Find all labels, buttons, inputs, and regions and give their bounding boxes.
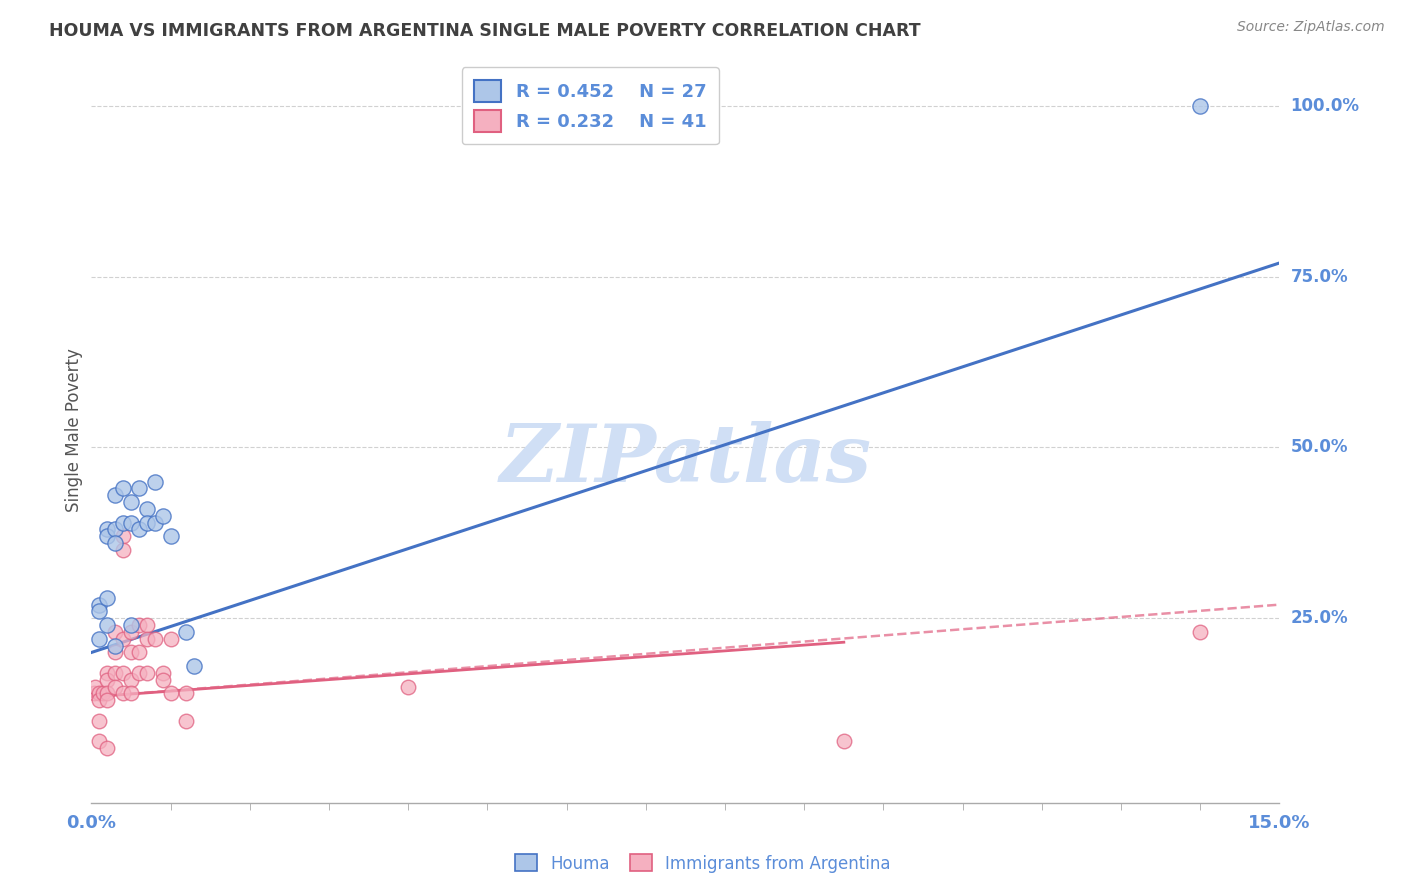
Point [176, 686, 198, 700]
Point [104, 680, 127, 694]
Point [104, 645, 127, 659]
Point [96, 686, 118, 700]
Point [176, 624, 198, 639]
Point [104, 639, 127, 653]
Text: Source: ZipAtlas.com: Source: ZipAtlas.com [1237, 20, 1385, 34]
Point [135, 516, 157, 530]
Legend: Houma, Immigrants from Argentina: Houma, Immigrants from Argentina [509, 847, 897, 880]
Point [128, 482, 150, 496]
Point [128, 665, 150, 680]
Point [89, 605, 111, 619]
Point [832, 734, 855, 748]
Point [112, 632, 135, 646]
Point [120, 624, 142, 639]
Point [112, 482, 135, 496]
Point [83, 686, 105, 700]
Point [396, 680, 419, 694]
Point [1189, 99, 1212, 113]
Point [112, 665, 135, 680]
Point [104, 665, 127, 680]
Point [143, 475, 166, 489]
Point [143, 632, 166, 646]
Point [135, 618, 157, 632]
Point [120, 686, 142, 700]
Point [104, 624, 127, 639]
Point [84, 680, 107, 694]
Point [112, 686, 135, 700]
Text: 100.0%: 100.0% [1291, 97, 1360, 115]
Point [89, 693, 111, 707]
Point [96, 529, 118, 543]
Point [128, 645, 150, 659]
Point [89, 598, 111, 612]
Point [91, 686, 114, 700]
Legend: R = 0.452    N = 27, R = 0.232    N = 41: R = 0.452 N = 27, R = 0.232 N = 41 [461, 67, 718, 145]
Text: ZIPatlas: ZIPatlas [499, 421, 872, 499]
Point [89, 734, 111, 748]
Point [112, 516, 135, 530]
Point [120, 645, 142, 659]
Point [104, 488, 127, 502]
Point [120, 618, 142, 632]
Y-axis label: Single Male Poverty: Single Male Poverty [65, 349, 83, 512]
Point [135, 632, 157, 646]
Point [183, 659, 205, 673]
Point [159, 529, 181, 543]
Point [120, 673, 142, 687]
Point [143, 516, 166, 530]
Text: 25.0%: 25.0% [1291, 609, 1348, 627]
Point [96, 741, 118, 756]
Point [112, 529, 135, 543]
Point [159, 686, 181, 700]
Point [96, 665, 118, 680]
Point [104, 523, 127, 537]
Text: HOUMA VS IMMIGRANTS FROM ARGENTINA SINGLE MALE POVERTY CORRELATION CHART: HOUMA VS IMMIGRANTS FROM ARGENTINA SINGL… [49, 22, 921, 40]
Point [159, 632, 181, 646]
Point [120, 495, 142, 509]
Point [152, 508, 174, 523]
Point [176, 714, 198, 728]
Point [152, 673, 174, 687]
Point [1189, 624, 1212, 639]
Point [152, 665, 174, 680]
Point [135, 502, 157, 516]
Point [96, 673, 118, 687]
Point [96, 693, 118, 707]
Text: 75.0%: 75.0% [1291, 268, 1348, 285]
Point [96, 591, 118, 605]
Point [128, 523, 150, 537]
Point [120, 516, 142, 530]
Point [104, 536, 127, 550]
Text: 50.0%: 50.0% [1291, 439, 1348, 457]
Point [96, 523, 118, 537]
Point [112, 543, 135, 558]
Point [89, 632, 111, 646]
Point [89, 714, 111, 728]
Point [89, 686, 111, 700]
Point [135, 665, 157, 680]
Point [96, 618, 118, 632]
Point [128, 618, 150, 632]
